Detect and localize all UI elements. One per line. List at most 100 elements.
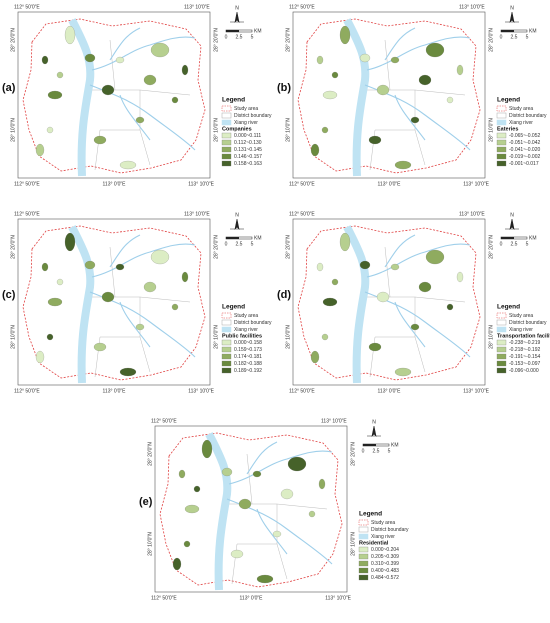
land-patch [446, 303, 454, 311]
lat-label: 28° 10'0"N [285, 325, 291, 349]
lon-label: 113° 0'0"E [378, 181, 402, 187]
tributary [394, 94, 426, 141]
land-patch [339, 232, 351, 252]
lat-label: 28° 20'0"N [213, 28, 219, 52]
land-patch [410, 323, 420, 331]
legend-swatch [221, 312, 232, 319]
legend-item: Study area [371, 520, 395, 526]
district-boundary [139, 129, 151, 166]
land-patch [339, 25, 351, 45]
lon-label: 113° 10'0"E [184, 4, 210, 10]
land-patch [368, 342, 382, 352]
scale-label: 2.5 [236, 34, 243, 40]
class-label: -0.019~-0.002 [509, 154, 540, 160]
land-patch [181, 64, 189, 76]
legend-swatch [496, 105, 507, 112]
lon-label: 113° 0'0"E [103, 181, 127, 187]
class-swatch [496, 353, 507, 360]
class-swatch [221, 160, 232, 167]
land-patch [446, 96, 454, 104]
land-patch [47, 90, 63, 100]
lat-label: 28° 10'0"N [10, 325, 16, 349]
lon-label: 113° 10'0"E [321, 418, 347, 424]
lon-label: 113° 0'0"E [103, 388, 127, 394]
land-patch [280, 488, 294, 500]
class-swatch [221, 339, 232, 346]
land-patch [193, 485, 201, 493]
tributary [256, 508, 288, 555]
land-patch [119, 367, 137, 377]
land-patch [35, 143, 45, 157]
class-swatch [496, 146, 507, 153]
lon-label: 113° 10'0"E [463, 388, 489, 394]
scale-label: 5 [251, 34, 254, 40]
legend-item: Study area [234, 313, 258, 319]
land-patch [184, 504, 200, 514]
legend-swatch [221, 112, 232, 119]
north-label: N [372, 419, 376, 425]
theme-title: Transportation facilities [497, 333, 550, 339]
legend-swatch [496, 326, 507, 333]
land-patch [322, 297, 338, 307]
land-patch [143, 74, 157, 86]
class-label: 0.182~0.188 [234, 361, 262, 367]
land-patch [331, 278, 339, 286]
lat-label: 28° 10'0"N [488, 118, 494, 142]
lat-label: 28° 20'0"N [488, 235, 494, 259]
theme-title: Eateries [497, 126, 518, 132]
land-patch [135, 323, 145, 331]
district-boundary [276, 543, 288, 580]
panel-label: (e) [139, 496, 153, 508]
lon-label: 112° 50'0"E [289, 4, 315, 10]
land-patch [115, 56, 125, 64]
legend-item: Xiang river [234, 327, 258, 333]
scale-bar [226, 30, 239, 32]
land-patch [322, 90, 338, 100]
legend-item: District boundary [509, 320, 547, 326]
district-boundary [139, 89, 191, 96]
legend-item: Xiang river [509, 327, 533, 333]
class-label: 0.174~0.181 [234, 354, 262, 360]
land-patch [410, 116, 420, 124]
tributary [384, 234, 416, 268]
legend-title: Legend [222, 304, 245, 311]
xiang-river [343, 18, 370, 177]
land-patch [183, 540, 191, 548]
class-label: -0.065~-0.052 [509, 133, 540, 139]
land-patch [425, 249, 445, 265]
class-label: 0.205~0.309 [371, 554, 399, 560]
land-patch [310, 350, 320, 364]
lon-label: 113° 10'0"E [184, 211, 210, 217]
land-patch [418, 74, 432, 86]
class-swatch [496, 132, 507, 139]
north-arrow [505, 11, 519, 23]
class-label: 0.000~0.158 [234, 340, 262, 346]
land-patch [41, 55, 49, 65]
lon-label: 112° 50'0"E [289, 181, 315, 187]
class-swatch [221, 146, 232, 153]
land-patch [418, 281, 432, 293]
class-swatch [221, 360, 232, 367]
panel-label: (a) [2, 82, 16, 94]
scale-bar [501, 237, 514, 239]
scale-label: 2.5 [511, 241, 518, 247]
class-swatch [358, 546, 369, 553]
lon-label: 112° 50'0"E [14, 388, 40, 394]
legend-swatch [221, 326, 232, 333]
land-patch [35, 350, 45, 364]
class-label: 0.158~0.163 [234, 161, 262, 167]
map-frame [154, 425, 348, 593]
legend-item: Xiang river [371, 534, 395, 540]
land-patch [64, 25, 76, 45]
map-panel: (d) 112° 50'0"E 113° 10'0"E 112° 50'0"E 113°… [277, 211, 550, 394]
panel-label: (d) [277, 289, 291, 301]
north-label: N [510, 212, 514, 218]
land-patch [201, 439, 213, 459]
land-patch [425, 42, 445, 58]
class-swatch [221, 353, 232, 360]
class-label: -0.096~0.000 [509, 368, 539, 374]
legend-title: Legend [497, 97, 520, 104]
district-boundary [276, 503, 328, 510]
scale-unit: KM [254, 28, 262, 34]
lon-label: 112° 50'0"E [289, 388, 315, 394]
